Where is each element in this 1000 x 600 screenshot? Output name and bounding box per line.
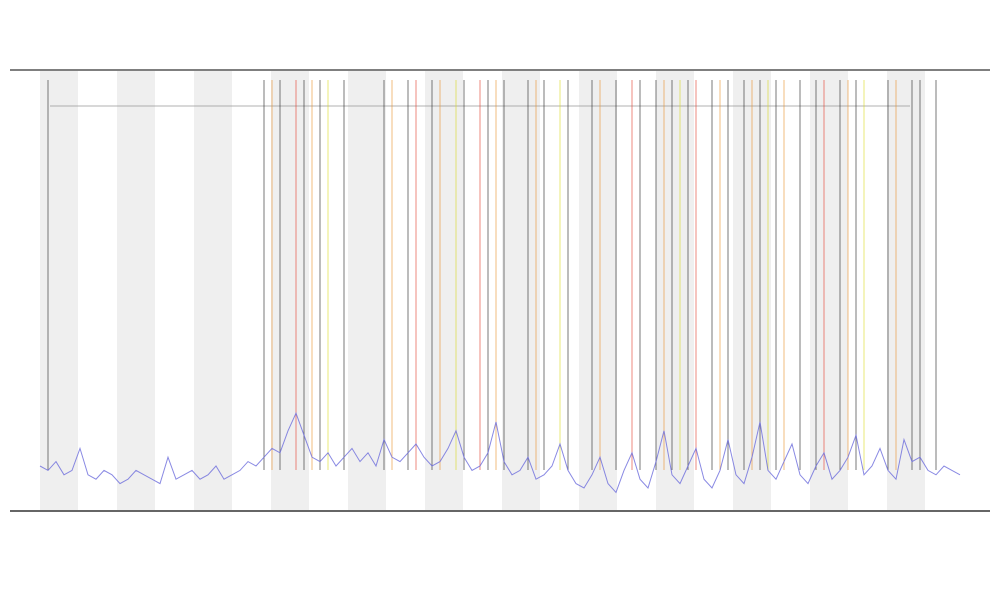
band bbox=[194, 71, 232, 510]
band bbox=[579, 71, 617, 510]
band bbox=[348, 71, 386, 510]
band bbox=[887, 71, 925, 510]
band bbox=[117, 71, 155, 510]
series-line bbox=[39, 411, 961, 494]
band bbox=[425, 71, 463, 510]
band bbox=[502, 71, 540, 510]
band bbox=[271, 71, 309, 510]
band bbox=[40, 71, 78, 510]
